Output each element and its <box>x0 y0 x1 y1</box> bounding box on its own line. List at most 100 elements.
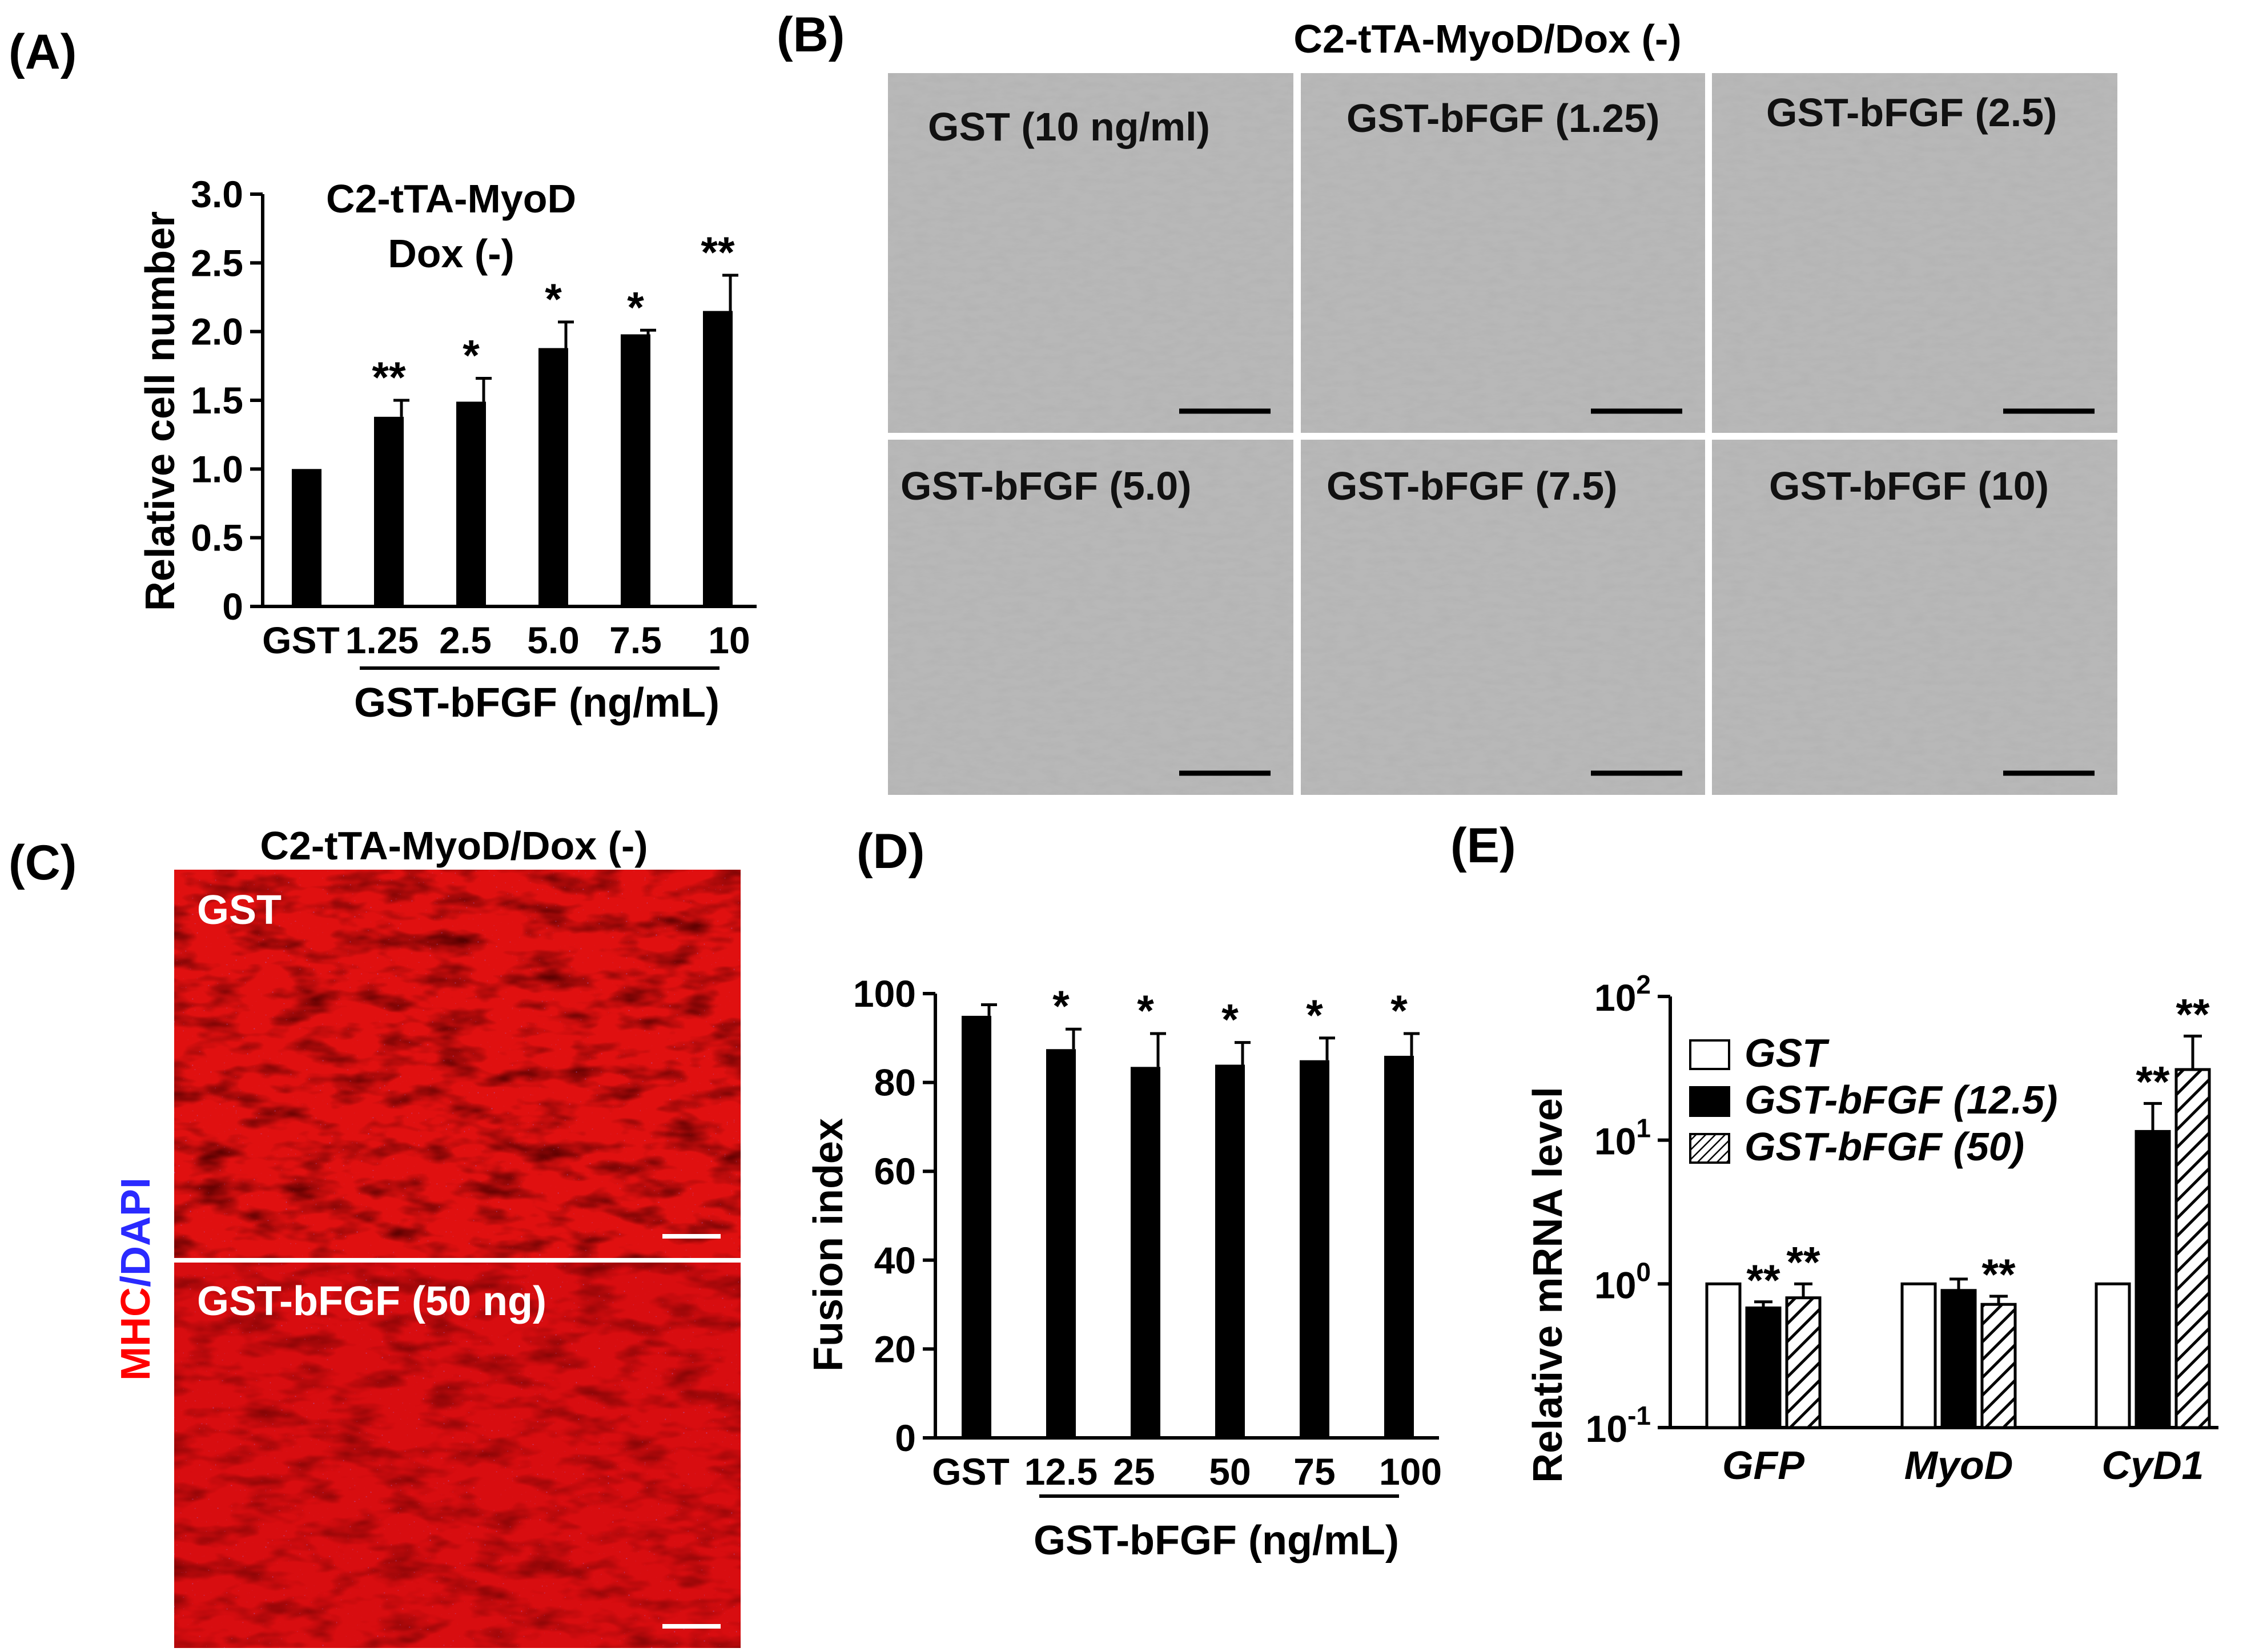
y-tick-label: 100 <box>1594 1257 1651 1306</box>
micrograph-image: GST-bFGF (2.5) <box>1712 73 2117 433</box>
y-tick-label: 2.5 <box>191 242 243 284</box>
significance-marker: ** <box>1746 1256 1780 1305</box>
significance-marker: * <box>1052 982 1070 1031</box>
fluorescence-image-bfgf: GST-bFGF (50 ng) <box>174 1263 741 1648</box>
bar <box>2095 1282 2131 1429</box>
y-tick-label: 60 <box>874 1150 916 1192</box>
y-tick-label: 3.0 <box>191 173 243 215</box>
panel-c-letter: (C) <box>9 835 77 890</box>
panel-d: (D) Fusion index 0 20 40 60 80 100 * * * * * GST 1… <box>806 824 1442 1563</box>
panel-d-y-axis-label: Fusion index <box>806 1118 851 1372</box>
significance-marker: ** <box>2176 990 2210 1039</box>
micrograph-grid: GST (10 ng/ml) GST-bFGF (1.25) GST-bFGF (2… <box>888 73 2117 795</box>
micrograph-image: GST-bFGF (10) <box>1712 440 2117 795</box>
x-tick-label: 7.5 <box>609 619 662 661</box>
significance-marker: ** <box>701 228 735 277</box>
micrograph-image: GST-bFGF (5.0) <box>888 440 1293 795</box>
bar <box>292 469 321 606</box>
significance-marker: * <box>1137 987 1154 1035</box>
micrograph-image: GST (10 ng/ml) <box>888 73 1293 433</box>
micrograph-texture <box>888 440 1293 795</box>
legend-swatch <box>1689 1133 1730 1164</box>
significance-marker: ** <box>372 353 406 402</box>
bar <box>703 311 733 606</box>
panel-e-y-axis-label: Relative mRNA level <box>1525 1087 1571 1483</box>
panel-e-bars: ** ** ****** <box>1705 990 2211 1429</box>
panel-e: (E) Relative mRNA level 10-1 100 101 102 **… <box>1450 818 2218 1488</box>
mhc-dapi-side-label: MHC/DAPI <box>113 1177 159 1381</box>
legend-label: GST <box>1744 1031 1830 1075</box>
panel-d-letter: (D) <box>857 824 924 879</box>
x-tick-label: 100 <box>1379 1450 1442 1493</box>
bar <box>456 401 486 606</box>
x-tick-label: 12.5 <box>1024 1450 1098 1493</box>
significance-marker: * <box>627 283 644 332</box>
micrograph-texture <box>888 73 1293 433</box>
bar <box>1384 1055 1414 1438</box>
y-tick-label: 102 <box>1594 970 1651 1019</box>
panel-a-title-line2: Dox (-) <box>388 231 514 276</box>
micrograph-label: GST-bFGF (7.5) <box>1327 464 1617 508</box>
bar <box>1131 1067 1160 1438</box>
x-tick-label: 5.0 <box>527 619 580 661</box>
panel-c: (C) C2-tTA-MyoD/Dox (-) MHC/DAPI GST GST… <box>9 823 741 1648</box>
panel-b-title: C2-tTA-MyoD/Dox (-) <box>1293 17 1681 61</box>
y-tick-label: 40 <box>874 1239 916 1281</box>
x-tick-label: 10 <box>708 619 750 661</box>
legend-label: GST-bFGF (12.5) <box>1744 1078 2057 1122</box>
y-tick-label: 10-1 <box>1586 1401 1651 1450</box>
micrograph-label: GST (10 ng/ml) <box>928 104 1210 149</box>
bar <box>1046 1049 1076 1438</box>
micrograph-label: GST-bFGF (2.5) <box>1766 90 2057 135</box>
fluorescence-label-bfgf: GST-bFGF (50 ng) <box>197 1279 546 1324</box>
panel-a: (A) C2-tTA-MyoD Dox (-) Relative cell nu… <box>9 25 757 726</box>
bar <box>962 1015 991 1438</box>
fluorescence-image-gst: GST <box>174 870 741 1258</box>
micrograph-texture <box>1712 73 2117 433</box>
micrograph-image: GST-bFGF (1.25) <box>1301 73 1705 433</box>
bar <box>621 334 650 606</box>
legend-swatch <box>1689 1086 1730 1117</box>
bar <box>374 416 404 606</box>
significance-marker: ** <box>2136 1058 2170 1106</box>
panel-a-axes: 0 0.5 1.0 1.5 2.0 2.5 3.0 <box>191 173 757 628</box>
y-tick-label: 0.5 <box>191 517 243 559</box>
bar <box>1900 1282 1937 1429</box>
panel-d-x-ticks: GST 12.5 25 50 75 100 <box>932 1450 1442 1493</box>
x-tick-label: GFP <box>1722 1443 1804 1488</box>
bar <box>1705 1282 1742 1429</box>
bar <box>1940 1289 1977 1429</box>
x-tick-label: 75 <box>1293 1450 1335 1493</box>
significance-marker: * <box>463 331 480 380</box>
significance-marker: * <box>1306 991 1323 1040</box>
x-tick-label: MyoD <box>1904 1443 2013 1488</box>
bar <box>1300 1060 1329 1438</box>
dapi-label: DAPI <box>113 1177 159 1276</box>
y-tick-label: 0 <box>222 585 243 628</box>
micrograph-label: GST-bFGF (5.0) <box>901 464 1191 508</box>
x-tick-label: CyD1 <box>2102 1443 2204 1488</box>
legend-swatch <box>1689 1039 1730 1070</box>
micrograph-texture <box>1301 73 1705 433</box>
panel-c-title: C2-tTA-MyoD/Dox (-) <box>260 823 648 868</box>
bar <box>1745 1306 1782 1429</box>
stain-separator: / <box>113 1276 159 1287</box>
bar <box>2174 1068 2211 1429</box>
panel-a-letter: (A) <box>9 25 77 79</box>
panel-a-y-axis-label: Relative cell number <box>138 211 183 611</box>
micrograph-image: GST-bFGF (7.5) <box>1301 440 1705 795</box>
y-tick-label: 0 <box>895 1417 916 1459</box>
y-tick-label: 2.0 <box>191 311 243 353</box>
significance-marker: * <box>1221 996 1239 1044</box>
bar <box>1215 1064 1245 1438</box>
y-tick-label: 101 <box>1594 1114 1651 1163</box>
y-tick-label: 20 <box>874 1328 916 1370</box>
x-tick-label: 25 <box>1113 1450 1155 1493</box>
mhc-label: MHC <box>113 1287 159 1381</box>
x-tick-label: 2.5 <box>439 619 492 661</box>
panel-a-x-ticks: GST 1.25 2.5 5.0 7.5 10 <box>262 619 750 661</box>
y-tick-label: 1.5 <box>191 379 243 421</box>
panel-d-bars: * * * * * <box>962 982 1420 1438</box>
